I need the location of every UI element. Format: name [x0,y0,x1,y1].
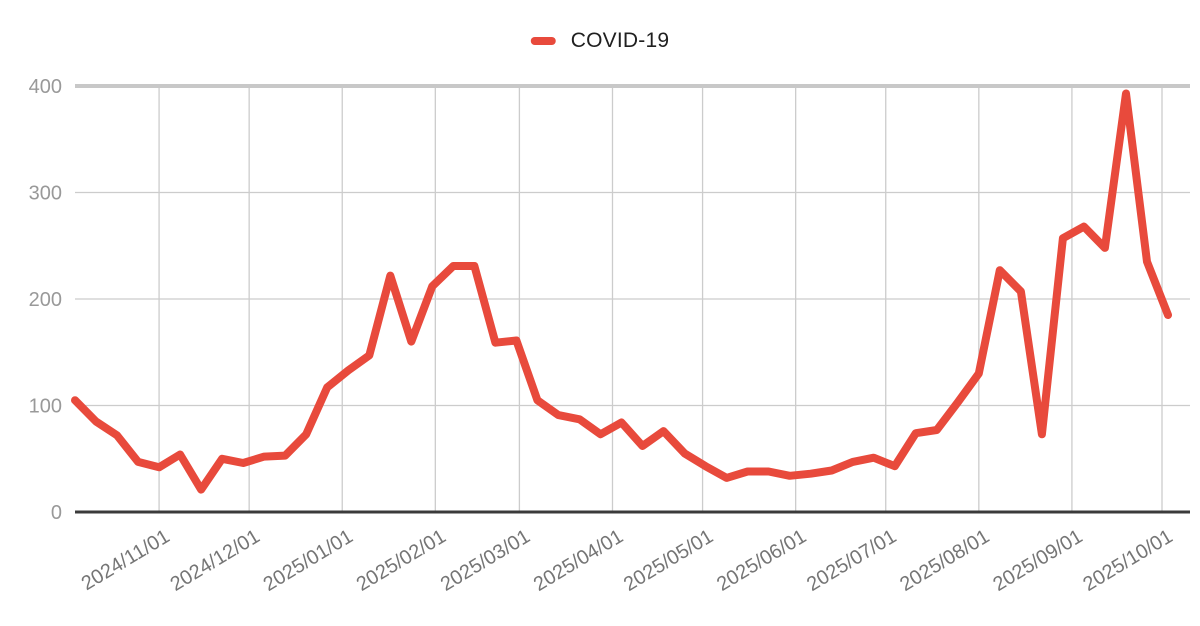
legend-label: COVID-19 [570,29,670,52]
y-tick-label: 0 [51,502,62,524]
x-tick-label: 2025/03/01 [437,525,534,595]
x-tick-label: 2025/07/01 [803,525,900,595]
x-tick-label: 2025/01/01 [260,525,357,595]
x-tick-label: 2025/05/01 [620,525,717,595]
x-tick-label: 2025/02/01 [353,525,450,595]
x-tick-label: 2024/12/01 [167,525,264,595]
x-tick-label: 2025/08/01 [896,525,993,595]
y-tick-label: 400 [29,76,62,98]
y-tick-label: 200 [29,289,62,311]
y-tick-label: 300 [29,183,62,205]
x-tick-label: 2025/04/01 [530,525,627,595]
y-tick-label: 100 [29,396,62,418]
trend-line[interactable] [71,89,1172,494]
x-tick-label: 2025/10/01 [1079,525,1176,595]
chart-legend: COVID-19 [530,27,670,55]
x-tick-label: 2025/09/01 [989,525,1086,595]
x-tick-label: 2024/11/01 [78,525,174,595]
legend-swatch-icon [530,37,556,45]
x-tick-label: 2025/06/01 [713,525,810,595]
